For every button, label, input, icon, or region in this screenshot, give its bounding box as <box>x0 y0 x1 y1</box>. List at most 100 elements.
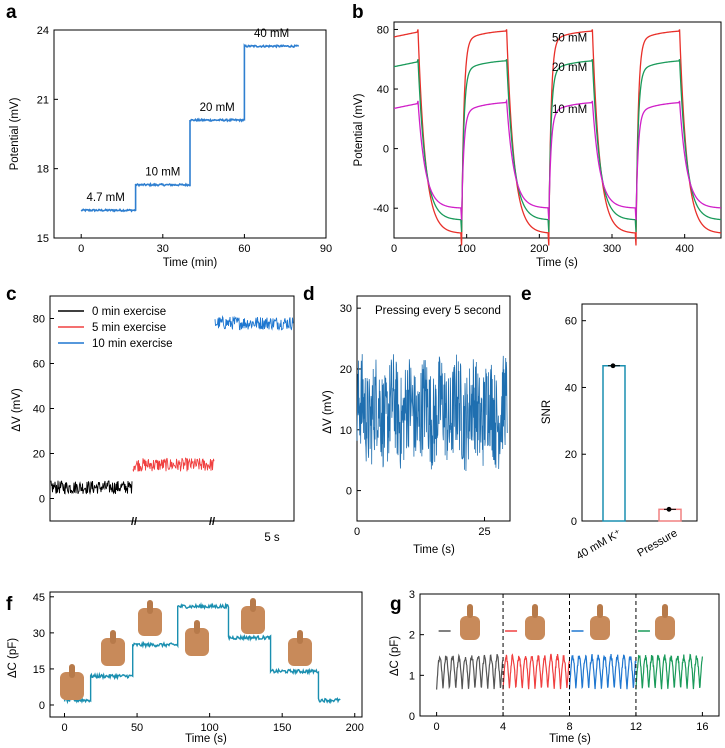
axis-break-1: // <box>131 516 137 528</box>
x-tick-label: 4 <box>500 721 506 733</box>
x-tick-label: 200 <box>346 722 364 734</box>
legend-label: 5 min exercise <box>92 322 166 334</box>
panel-d-series <box>356 354 508 472</box>
y-tick-label: 0 <box>39 700 45 712</box>
y-tick-label: 40 <box>565 382 577 394</box>
panel-f-ticks: 0 50 100 150 200 0 15 30 45 <box>33 592 364 734</box>
x-tick-label: 0 <box>61 722 67 734</box>
hand-photo <box>138 608 162 636</box>
panel-letter-a: a <box>6 2 17 23</box>
panel-g-ylabel: ΔC (pF) <box>389 636 401 676</box>
finger <box>69 664 75 678</box>
x-tick-label: 60 <box>238 243 250 255</box>
x-tick-label: 8 <box>566 721 572 733</box>
x-tick-label: 16 <box>696 721 708 733</box>
panel-g-trace <box>635 653 703 690</box>
bar <box>602 365 626 522</box>
x-tick-label: 150 <box>273 722 291 734</box>
panel-c-legend: 0 min exercise 5 min exercise 10 min exerc… <box>58 306 173 350</box>
y-tick-label: 21 <box>37 94 49 106</box>
finger <box>662 604 668 618</box>
panel-b-ticks: 0 100 200 300 400 -40 0 40 80 <box>373 24 694 255</box>
panel-e: 0 20 40 60 40 mM K⁺ Pressure SNR <box>541 303 698 563</box>
x-tick-label: 0 <box>391 243 397 255</box>
x-tick-label: 100 <box>457 243 475 255</box>
panel-d-title: Pressing every 5 second <box>375 305 501 317</box>
panel-b: 0 100 200 300 400 -40 0 40 80 50 mM 20 mM 10 mM Ti… <box>353 21 722 269</box>
panel-f-xlabel: Time (s) <box>185 733 227 745</box>
panel-c-trace <box>214 314 294 331</box>
panel-b-series <box>393 29 722 246</box>
y-tick-label: 2 <box>409 630 415 642</box>
finger <box>467 604 473 618</box>
panel-a-annotation: 20 mM <box>200 102 235 114</box>
panel-letter-g: g <box>390 594 402 615</box>
panel-d: 0 25 0 10 20 30 Pressing every 5 second Time … <box>322 295 511 556</box>
finger <box>597 604 603 618</box>
finger <box>110 630 116 644</box>
hand-photo <box>241 606 265 634</box>
x-tick-label: 90 <box>320 243 332 255</box>
y-tick-label: 30 <box>340 303 352 315</box>
panel-f-trace <box>63 601 341 705</box>
panel-b-frame <box>393 21 722 239</box>
panel-a-trace <box>80 43 300 213</box>
panel-d-xlabel: Time (s) <box>413 544 455 556</box>
panel-c-ticks: 0 20 40 60 80 <box>33 314 54 506</box>
panel-a-ylabel: Potential (mV) <box>9 97 21 170</box>
hand-photo <box>525 616 545 640</box>
x-tick-label: 50 <box>131 722 143 734</box>
y-tick-label: -40 <box>373 203 389 215</box>
panel-a-series <box>80 43 300 213</box>
y-tick-label: 80 <box>33 314 45 326</box>
panel-a-frame <box>53 29 327 239</box>
panel-f-series <box>63 601 341 705</box>
y-tick-label: 0 <box>39 494 45 506</box>
panel-b-trace <box>393 58 722 233</box>
panel-c-ylabel: ΔV (mV) <box>11 388 23 432</box>
panel-a-annotation: 4.7 mM <box>87 192 125 204</box>
x-tick-label: 200 <box>530 243 548 255</box>
panel-b-xlabel: Time (s) <box>536 257 578 269</box>
y-tick-label: 0 <box>346 486 352 498</box>
panel-f: 0 50 100 150 200 0 15 30 45 Time (s) ΔC (pF) <box>7 591 364 745</box>
y-tick-label: 15 <box>33 664 45 676</box>
x-tick-label: 0 <box>434 721 440 733</box>
panel-g-hand-photos <box>460 604 675 640</box>
panel-f-ylabel: ΔC (pF) <box>7 638 19 678</box>
y-tick-label: 18 <box>37 164 49 176</box>
y-tick-label: 15 <box>37 233 49 245</box>
y-tick-label: 20 <box>340 364 352 376</box>
panel-g-trace <box>502 653 571 690</box>
panel-g-trace <box>568 653 637 690</box>
panel-d-frame <box>356 295 511 522</box>
x-tick-label: 30 <box>157 243 169 255</box>
panel-f-frame <box>49 591 363 718</box>
panel-letter-f: f <box>6 594 13 615</box>
panel-a-annotation: 10 mM <box>145 167 180 179</box>
axis-break-2: // <box>209 516 215 528</box>
x-tick-label: 300 <box>603 243 621 255</box>
y-tick-label: 80 <box>377 24 389 36</box>
panel-a-annotations: 4.7 mM 10 mM 20 mM 40 mM <box>87 28 290 204</box>
y-tick-label: 0 <box>571 516 577 528</box>
x-tick-label: 100 <box>200 722 218 734</box>
y-tick-label: 30 <box>33 628 45 640</box>
panel-c-series <box>50 314 294 495</box>
hand-photo <box>60 672 84 700</box>
panel-g-frame <box>419 593 720 717</box>
finger <box>147 600 153 614</box>
panel-b-trace <box>393 98 722 221</box>
panel-letter-c: c <box>6 284 17 305</box>
hand-photo <box>460 616 480 640</box>
category-label: Pressure <box>635 527 679 559</box>
panel-letter-e: e <box>521 284 532 305</box>
panel-b-series-label: 20 mM <box>552 62 587 74</box>
y-tick-label: 0 <box>409 711 415 723</box>
y-tick-label: 45 <box>33 592 45 604</box>
panel-d-ylabel: ΔV (mV) <box>322 390 334 434</box>
panel-f-hand-photos <box>60 598 312 700</box>
y-tick-label: 60 <box>33 359 45 371</box>
